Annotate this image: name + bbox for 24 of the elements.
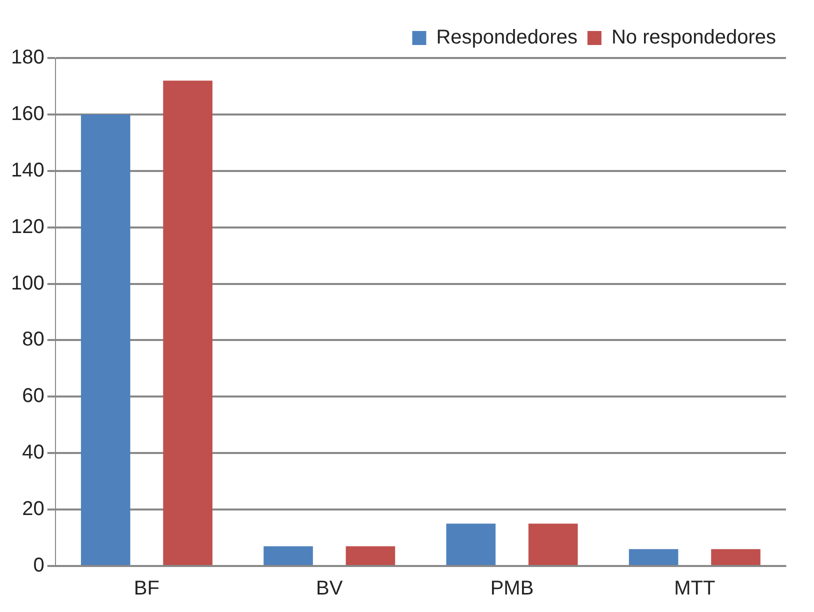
bar xyxy=(628,549,678,565)
bar xyxy=(264,546,313,565)
bar xyxy=(711,549,760,565)
y-tick-label: 120 xyxy=(10,216,44,238)
y-tick-label: 40 xyxy=(22,442,44,464)
y-tick-label: 60 xyxy=(22,385,44,408)
bar xyxy=(163,80,212,565)
y-tick-label: 140 xyxy=(10,159,44,182)
y-tick-label: 20 xyxy=(22,498,44,520)
x-tick-label: BV xyxy=(316,578,344,600)
y-tick-label: 80 xyxy=(22,328,44,351)
x-tick-label: PMB xyxy=(490,578,534,600)
y-tick-label: 100 xyxy=(10,272,44,294)
legend-label: Respondedores xyxy=(436,26,578,49)
legend-label: No respondedores xyxy=(611,26,776,49)
y-tick-label: 0 xyxy=(33,554,44,577)
x-tick-label: MTT xyxy=(674,578,716,600)
bar xyxy=(446,524,496,565)
y-tick-label: 160 xyxy=(10,102,44,125)
x-tick-label: BF xyxy=(134,578,160,600)
bar xyxy=(346,546,396,565)
bar xyxy=(80,114,130,565)
bar xyxy=(528,524,578,565)
y-tick-label: 180 xyxy=(10,46,44,69)
